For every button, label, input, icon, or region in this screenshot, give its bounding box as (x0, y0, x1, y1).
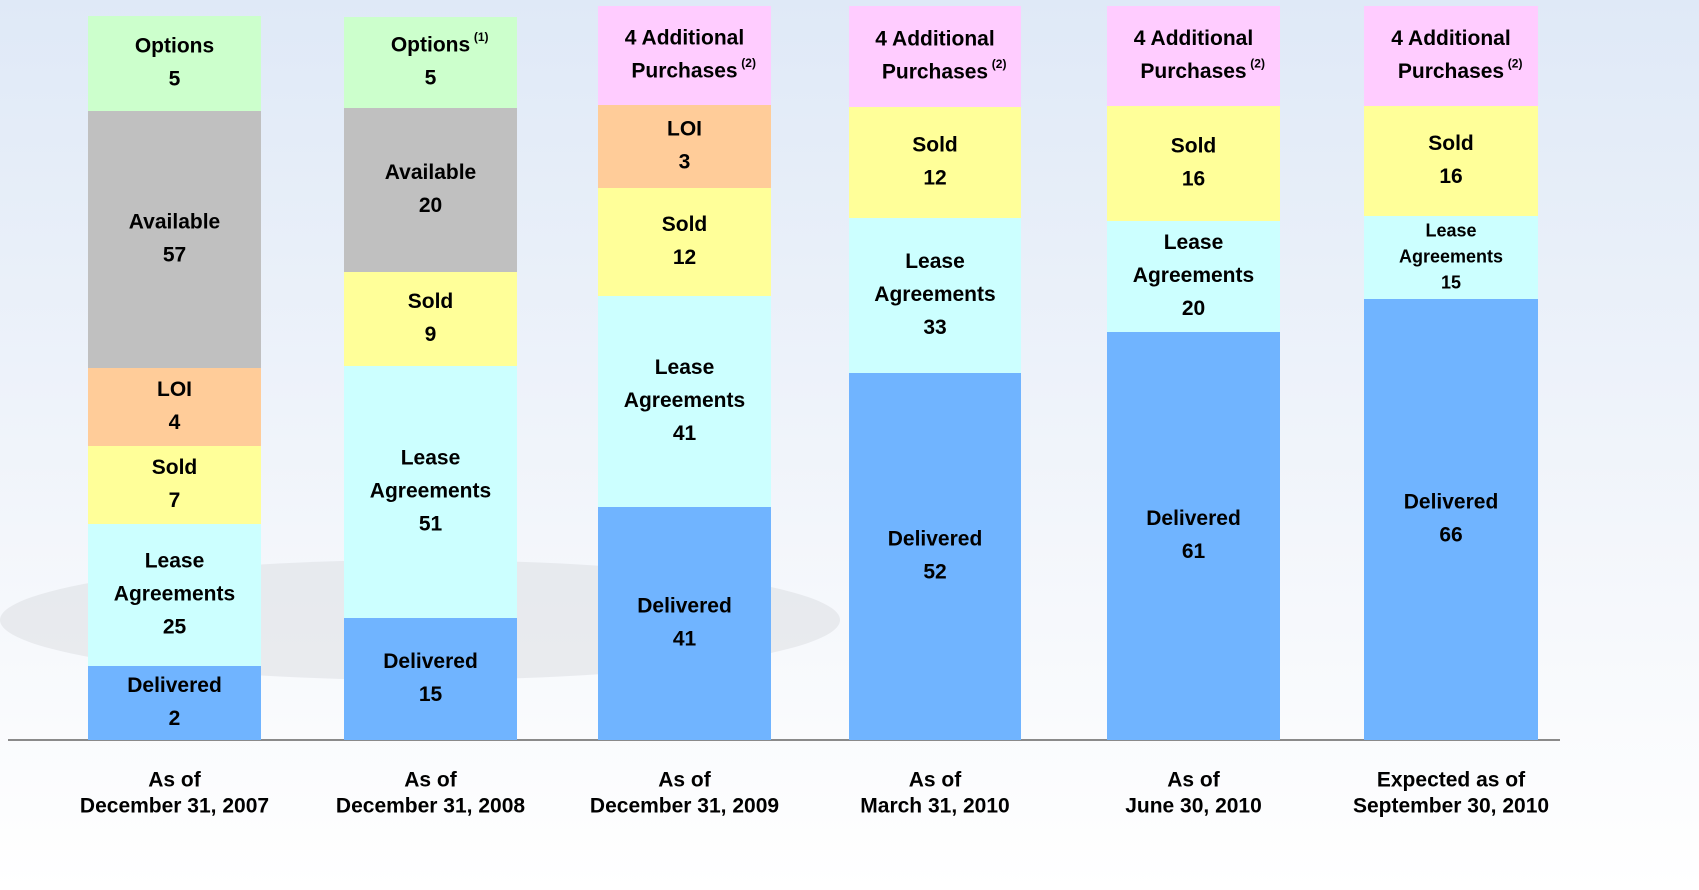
x-tick-label: As of (1167, 769, 1221, 792)
footnote-mark: (2) (741, 56, 756, 70)
segment-label: LOI (157, 378, 192, 401)
segment-value: 20 (419, 194, 442, 217)
bar-segment (1364, 106, 1538, 216)
segment-label: LOI (667, 118, 702, 141)
segment-value: 15 (419, 683, 443, 706)
segment-value: 52 (923, 561, 946, 584)
segment-label: Sold (662, 213, 708, 236)
segment-label: Purchases (1140, 60, 1246, 83)
bar-segment (849, 373, 1021, 740)
segment-label: 4 Additional (625, 27, 744, 50)
segment-label: Delivered (888, 528, 983, 551)
segment-value: 16 (1182, 168, 1205, 191)
segment-label: Agreements (370, 480, 491, 503)
bar-segment (344, 17, 517, 108)
segment-value: 20 (1182, 297, 1205, 320)
x-tick-label: December 31, 2008 (336, 795, 525, 818)
segment-label: 4 Additional (1134, 27, 1253, 50)
segment-label: Delivered (383, 650, 478, 673)
footnote-mark: (2) (1250, 57, 1265, 71)
segment-label: Agreements (624, 389, 745, 412)
segment-label: Lease (1425, 220, 1476, 240)
segment-value: 25 (163, 616, 187, 639)
segment-value: 15 (1441, 272, 1461, 292)
segment-value: 12 (923, 167, 946, 190)
segment-value: 3 (679, 151, 691, 174)
segment-label: Sold (152, 456, 198, 479)
segment-value: 16 (1439, 165, 1462, 188)
segment-value: 66 (1439, 524, 1462, 547)
segment-label: Agreements (1133, 264, 1254, 287)
segment-label: Sold (408, 290, 454, 313)
segment-label: Delivered (127, 674, 222, 697)
segment-value: 12 (673, 246, 696, 269)
segment-label: Lease (1164, 231, 1224, 254)
segment-value: 2 (169, 707, 181, 730)
footnote-mark: (2) (992, 57, 1007, 71)
segment-label: Delivered (1146, 507, 1241, 530)
segment-label: Available (129, 211, 220, 234)
segment-value: 41 (673, 628, 697, 651)
segment-label: 4 Additional (875, 28, 994, 51)
bar-segment (344, 618, 517, 740)
x-tick-label: Expected as of (1377, 769, 1526, 792)
footnote-mark: (2) (1508, 57, 1523, 71)
segment-value: 4 (169, 411, 181, 434)
segment-value: 61 (1182, 540, 1206, 563)
segment-label: Agreements (874, 283, 995, 306)
x-tick-label: As of (658, 769, 712, 792)
bar-segment (1364, 299, 1538, 740)
segment-label: Sold (1428, 132, 1474, 155)
x-tick-label: March 31, 2010 (860, 795, 1009, 818)
segment-label: Sold (912, 134, 958, 157)
bar-segment (344, 108, 517, 272)
segment-label: Purchases (1398, 60, 1504, 83)
x-tick-label: As of (404, 769, 458, 792)
x-tick-label: As of (148, 769, 202, 792)
segment-label: Sold (1171, 135, 1217, 158)
footnote-mark: (1) (474, 30, 489, 44)
segment-label: Lease (401, 447, 461, 470)
segment-value: 51 (419, 513, 443, 536)
page: Delivered 2 Lease Agreements 25 Sold 7 LOI 4 Avai… (0, 0, 1699, 890)
segment-label: 4 Additional (1391, 27, 1510, 50)
segment-value: 5 (425, 67, 437, 90)
segment-label: Lease (145, 550, 205, 573)
segment-label: Available (385, 161, 476, 184)
segment-label: Options (135, 35, 214, 58)
segment-label: Agreements (114, 583, 235, 606)
segment-value: 57 (163, 244, 186, 267)
segment-label: Purchases (882, 61, 988, 84)
bar-segment (1107, 332, 1280, 740)
x-tick-label: September 30, 2010 (1353, 795, 1549, 818)
segment-label: Agreements (1399, 246, 1503, 266)
bar-segment (344, 272, 517, 366)
segment-label: Delivered (1404, 491, 1499, 514)
segment-value: 41 (673, 422, 697, 445)
bar-segment (849, 107, 1021, 218)
segment-label: Purchases (631, 60, 737, 83)
bar-segment (88, 16, 261, 111)
bar-segment (598, 507, 771, 740)
chart: Delivered 2 Lease Agreements 25 Sold 7 LOI 4 Avai… (0, 0, 1699, 890)
x-tick-label: As of (909, 769, 963, 792)
bar-segment (88, 111, 261, 368)
x-tick-label: June 30, 2010 (1125, 795, 1262, 818)
segment-value: 7 (169, 489, 181, 512)
segment-value: 33 (923, 316, 946, 339)
segment-label: Lease (905, 250, 965, 273)
segment-value: 9 (425, 323, 437, 346)
segment-label: Options (391, 34, 470, 57)
x-tick-label: December 31, 2007 (80, 795, 269, 818)
segment-label: Delivered (637, 595, 732, 618)
segment-label: Lease (655, 356, 715, 379)
x-tick-label: December 31, 2009 (590, 795, 779, 818)
segment-value: 5 (169, 68, 181, 91)
bar-segment (598, 188, 771, 296)
bar-segment (1107, 106, 1280, 221)
